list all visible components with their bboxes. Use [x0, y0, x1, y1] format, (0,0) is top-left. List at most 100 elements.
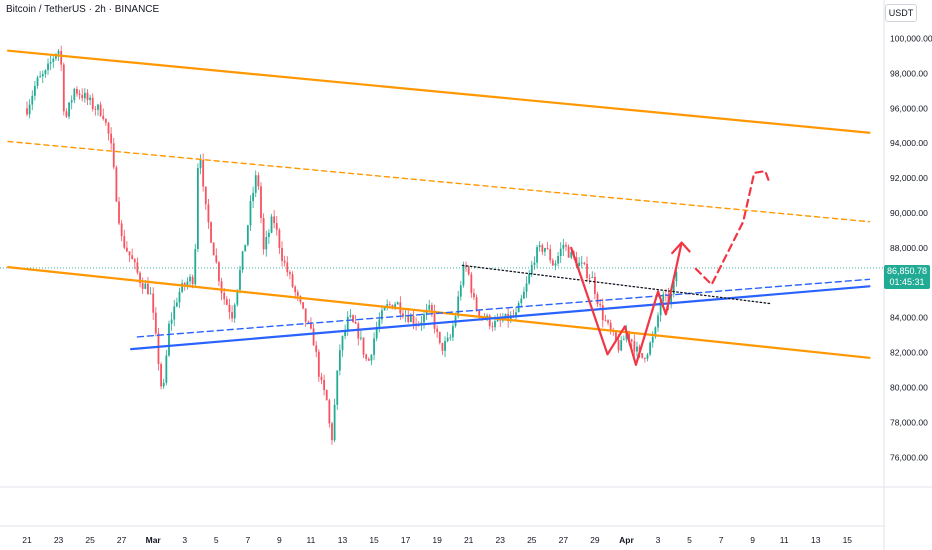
candle-body	[430, 304, 433, 311]
candle-body	[112, 143, 115, 168]
candle-body	[533, 262, 536, 265]
candle-body	[231, 312, 233, 319]
candle-body	[604, 320, 607, 321]
candle-body	[228, 304, 231, 313]
x-tick-label: 3	[656, 535, 661, 545]
candle-body	[544, 248, 546, 252]
candle-body	[33, 85, 36, 96]
candle-body	[352, 315, 354, 322]
candle-body	[233, 304, 236, 319]
candle-body	[199, 160, 202, 169]
candle-body	[97, 104, 99, 110]
candle-body	[26, 108, 28, 115]
candle-body	[239, 269, 241, 290]
candle-body	[336, 370, 339, 405]
x-tick-label: 9	[277, 535, 282, 545]
candle-body	[191, 276, 194, 285]
candle-body	[52, 58, 55, 62]
candle-body	[186, 281, 189, 286]
candle-body	[641, 353, 644, 358]
x-tick-label: 15	[843, 535, 853, 545]
x-tick-label: 9	[750, 535, 755, 545]
x-tick-label: Mar	[146, 535, 162, 545]
candle-body	[120, 223, 123, 237]
candle-body	[83, 92, 86, 99]
red-pattern-path	[570, 241, 683, 366]
last-price-value: 86,850.78	[886, 266, 928, 276]
blue-solid-trendline	[130, 285, 871, 351]
candle-body	[317, 351, 320, 377]
y-tick-label: 94,000.00	[890, 138, 928, 148]
bar-countdown: 01:45:31	[889, 277, 925, 287]
candle-body	[244, 244, 247, 252]
candle-body	[470, 274, 473, 294]
x-tick-label: 29	[590, 535, 600, 545]
candle-body	[28, 104, 31, 115]
candle-body	[378, 319, 381, 327]
candle-body	[459, 285, 462, 297]
candle-body	[73, 88, 76, 101]
x-tick-label: 21	[22, 535, 32, 545]
candle-body	[315, 345, 318, 352]
candle-body	[220, 281, 223, 293]
candle-body	[246, 225, 249, 245]
candle-body	[570, 251, 573, 258]
candle-body	[128, 251, 131, 256]
candle-body	[654, 327, 657, 337]
candle-body	[520, 298, 523, 304]
candle-body	[609, 322, 612, 331]
candle-body	[99, 104, 102, 116]
candle-body	[412, 316, 415, 324]
candle-body	[381, 310, 383, 320]
candle-body	[262, 218, 265, 250]
candle-body	[617, 340, 620, 351]
candle-body	[628, 331, 630, 340]
candle-body	[338, 350, 341, 371]
y-tick-label: 78,000.00	[890, 417, 928, 427]
x-tick-label: 25	[85, 535, 95, 545]
candle-body	[657, 315, 659, 328]
candle-body	[304, 308, 307, 322]
candle-body	[365, 354, 368, 359]
candle-body	[541, 245, 544, 252]
candle-body	[423, 314, 425, 323]
candle-body	[433, 310, 436, 329]
y-tick-label: 82,000.00	[890, 348, 928, 358]
candle-body	[215, 255, 218, 263]
candle-body	[530, 264, 533, 275]
candle-body	[107, 122, 110, 134]
candle-body	[252, 192, 255, 201]
candle-body	[394, 304, 396, 309]
candle-body	[78, 93, 81, 96]
candle-body	[509, 315, 512, 322]
candle-body	[47, 63, 49, 71]
candle-body	[475, 297, 478, 311]
candle-body	[501, 319, 504, 321]
currency-button[interactable]: USDT	[885, 4, 917, 22]
candle-body	[594, 276, 596, 294]
candle-body	[141, 283, 144, 289]
candle-body	[236, 289, 239, 305]
candle-body	[110, 133, 113, 144]
candle-body	[223, 292, 226, 300]
candle-body	[273, 216, 276, 224]
candle-body	[81, 95, 84, 99]
candle-body	[39, 76, 42, 78]
candle-body	[257, 175, 260, 187]
candle-body	[551, 260, 554, 266]
candle-body	[496, 318, 499, 322]
x-tick-label: 15	[369, 535, 379, 545]
candle-body	[649, 342, 652, 355]
candle-body	[162, 382, 165, 387]
candle-body	[133, 259, 136, 263]
candle-body	[307, 321, 310, 323]
candle-body	[225, 299, 228, 305]
candle-body	[44, 70, 47, 75]
candle-body	[643, 357, 646, 359]
blue-dashed-trendline	[136, 278, 871, 338]
candle-body	[565, 244, 567, 247]
candle-body	[438, 331, 441, 343]
candle-body	[136, 262, 139, 273]
y-tick-label: 90,000.00	[890, 208, 928, 218]
